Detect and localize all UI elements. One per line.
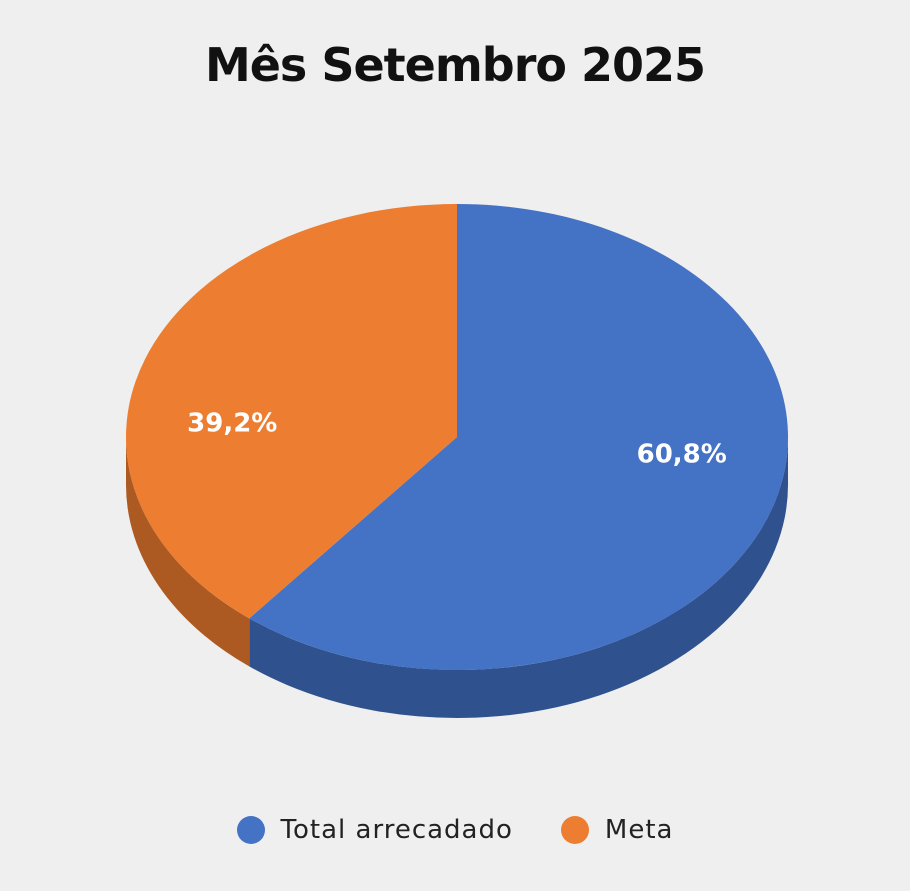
legend-label-meta: Meta xyxy=(604,815,674,845)
legend-swatch-meta xyxy=(560,816,589,844)
legend-label-total-arrecadado: Total arrecadado xyxy=(280,815,513,845)
legend-entry-total-arrecadado[interactable]: Total arrecadado xyxy=(236,815,513,845)
pie-depth xyxy=(126,437,789,719)
pie-slices xyxy=(125,203,788,670)
pie-side-meta xyxy=(126,437,250,667)
pie-data-labels: 60,8% 39,2% xyxy=(187,408,727,469)
data-label-meta: 39,2% xyxy=(187,408,277,438)
pie-slice-meta[interactable] xyxy=(125,203,457,619)
legend-swatch-total-arrecadado xyxy=(236,816,265,844)
legend-entry-meta[interactable]: Meta xyxy=(560,815,674,845)
pie-slice-total-arrecadado[interactable] xyxy=(249,204,788,670)
chart-legend: Total arrecadado Meta xyxy=(0,815,910,845)
chart-title: Mês Setembro 2025 xyxy=(204,38,706,92)
data-label-total-arrecadado: 60,8% xyxy=(637,440,727,470)
pie-side-total-arrecadado xyxy=(249,437,789,719)
